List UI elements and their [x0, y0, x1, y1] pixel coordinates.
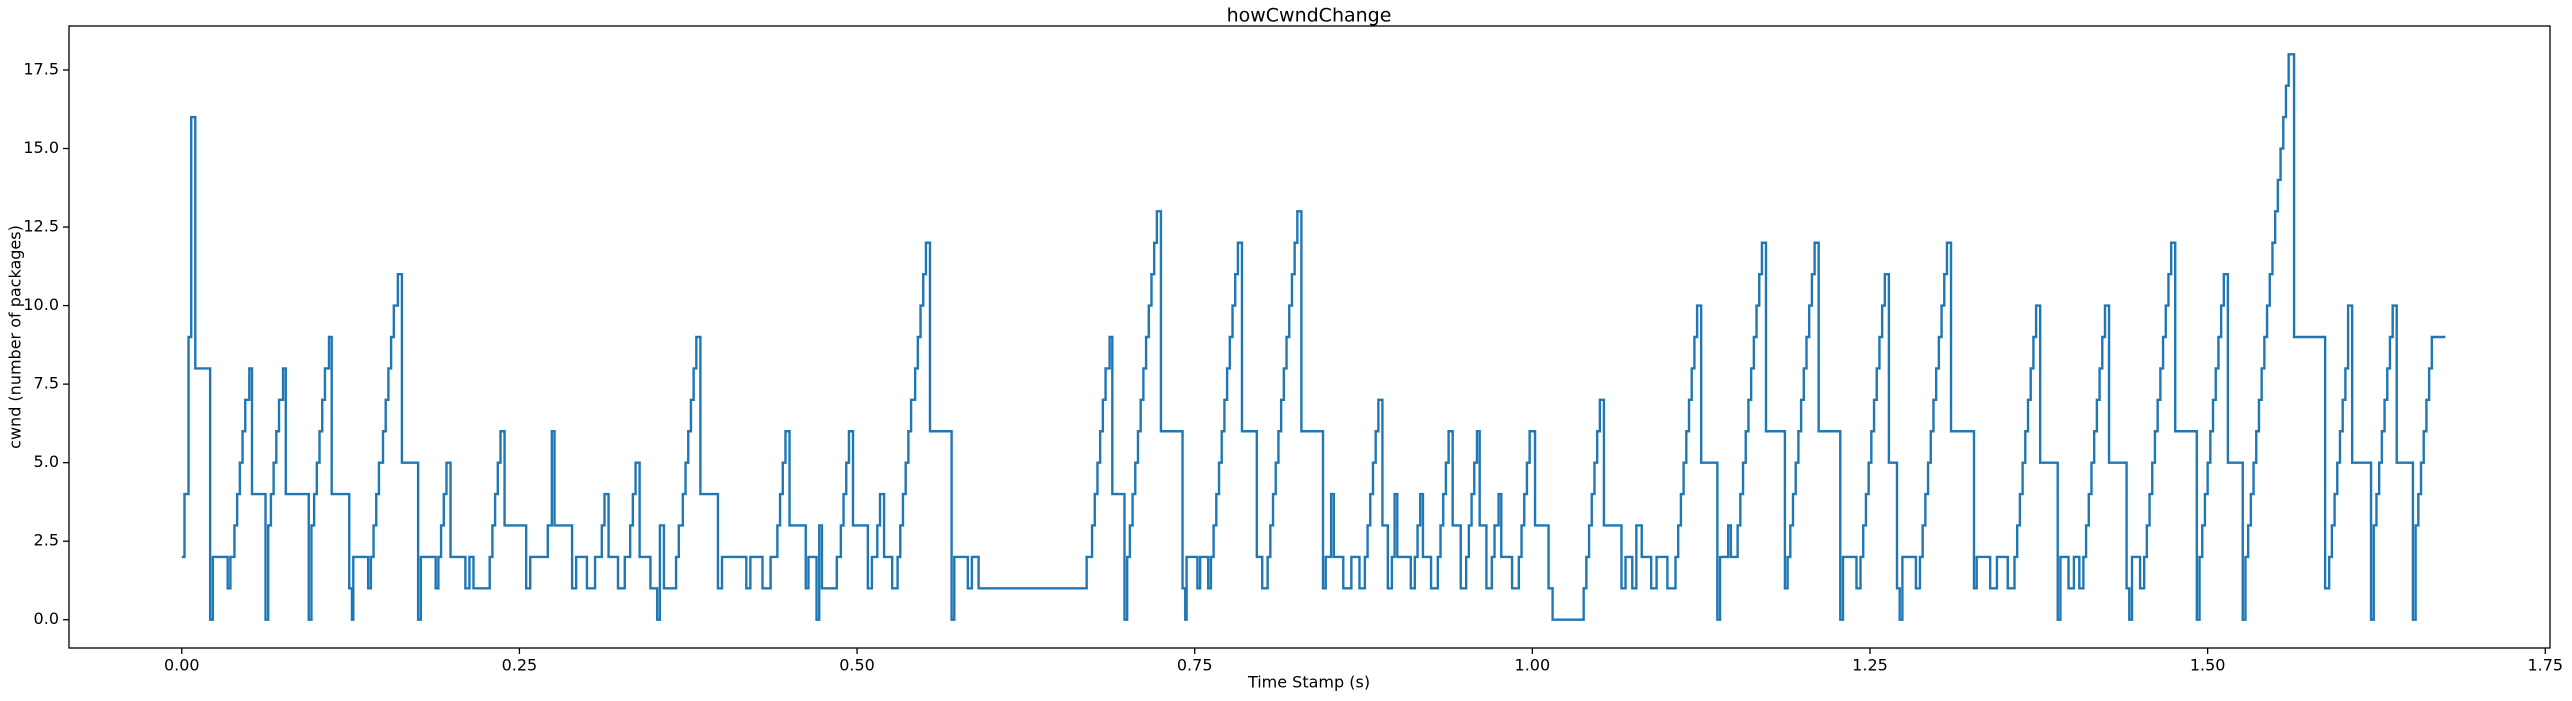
x-tick-label: 1.75 [2527, 656, 2563, 675]
y-tick-label: 12.5 [23, 217, 59, 236]
x-tick-label: 0.50 [839, 656, 875, 675]
y-tick-label: 5.0 [34, 452, 59, 471]
x-tick-label: 1.00 [1515, 656, 1551, 675]
x-tick-label: 0.25 [502, 656, 538, 675]
x-tick-label: 1.50 [2190, 656, 2226, 675]
y-tick-label: 15.0 [23, 138, 59, 157]
data-line [181, 53, 2446, 621]
x-tick-label: 1.25 [1852, 656, 1888, 675]
chart-title: howCwndChange [1227, 5, 1392, 27]
y-tick-label: 0.0 [34, 609, 59, 628]
y-tick-label: 7.5 [34, 374, 59, 393]
y-axis-label: cwnd (number of packages) [6, 225, 25, 449]
plot-frame [68, 25, 2551, 649]
y-tick-label: 2.5 [34, 531, 59, 550]
y-tick-label: 10.0 [23, 295, 59, 314]
x-tick-label: 0.00 [164, 656, 200, 675]
x-axis-label: Time Stamp (s) [1247, 673, 1370, 692]
y-tick-label: 17.5 [23, 59, 59, 78]
x-tick-label: 0.75 [1177, 656, 1213, 675]
